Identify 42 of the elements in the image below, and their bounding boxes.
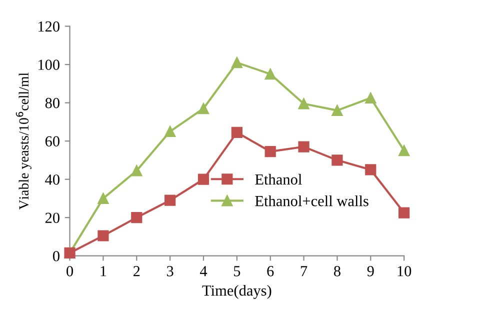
- point: [298, 141, 310, 152]
- x-tick-label: 8: [334, 266, 340, 276]
- point: [131, 165, 142, 176]
- x-tick-label: 2: [133, 266, 140, 276]
- legend-label: Ethanol+cell walls: [255, 195, 368, 206]
- y-tick-label: 20: [45, 212, 60, 224]
- y-axis-title: Viable yeasts/10$^{6}$cell/ml: [16, 72, 32, 210]
- x-tick-label: 1: [100, 266, 106, 276]
- point: [98, 192, 109, 204]
- point: [164, 194, 176, 206]
- point: [131, 212, 142, 224]
- x-tick-label: 7: [300, 266, 308, 276]
- x-tick-label: 6: [267, 266, 274, 276]
- point: [231, 57, 242, 68]
- point: [332, 154, 343, 166]
- y-tick-label: 40: [45, 174, 60, 185]
- x-tick-label: 5: [234, 266, 240, 276]
- y-tick-label: 120: [38, 21, 60, 32]
- point: [365, 164, 376, 176]
- y-tick-label: 0: [53, 250, 60, 262]
- point: [398, 145, 410, 156]
- x-axis-title: Time(days): [202, 284, 272, 299]
- x-tick-label: 3: [166, 266, 174, 276]
- x-tick-label: 0: [66, 266, 74, 276]
- point: [398, 207, 410, 218]
- y-tick-label: 60: [45, 136, 60, 146]
- point: [332, 104, 343, 116]
- y-tick-label: 80: [45, 98, 60, 108]
- point: [98, 230, 109, 242]
- point: [264, 68, 276, 80]
- point: [298, 98, 310, 110]
- point: [164, 126, 176, 138]
- point: [198, 102, 210, 114]
- x-tick-label: 9: [367, 266, 374, 276]
- point: [264, 146, 276, 158]
- legend-label: Ethanol: [255, 174, 302, 185]
- y-tick-label: 100: [38, 60, 60, 70]
- point: [198, 174, 210, 185]
- x-tick-label: 10: [398, 266, 412, 276]
- x-tick-label: 4: [200, 266, 208, 276]
- point: [365, 92, 376, 104]
- point: [231, 126, 242, 138]
